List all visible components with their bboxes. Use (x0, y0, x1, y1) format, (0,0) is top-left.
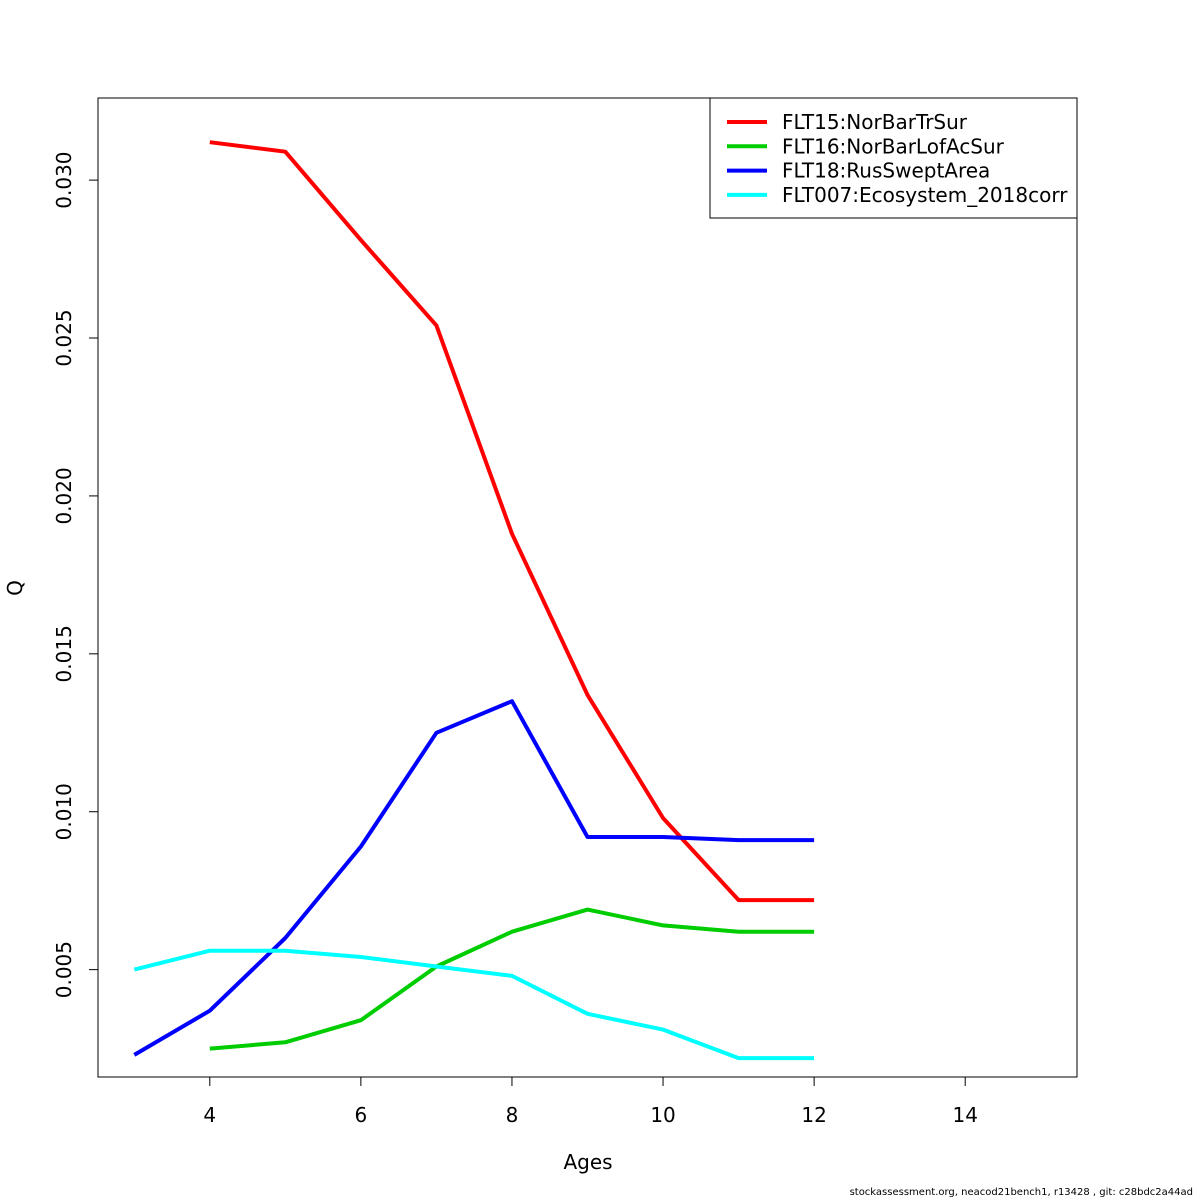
y-tick-label: 0.025 (52, 309, 76, 366)
x-tick-label: 14 (952, 1103, 977, 1127)
plot-frame (97, 97, 1078, 1078)
y-tick-label: 0.020 (52, 467, 76, 524)
legend-label: FLT007:Ecosystem_2018corr (782, 183, 1068, 207)
legend-label: FLT18:RusSweptArea (782, 159, 990, 183)
series-line (209, 140, 815, 903)
y-tick-label: 0.015 (52, 625, 76, 682)
y-tick-label: 0.010 (52, 783, 76, 840)
y-tick-label: 0.030 (52, 151, 76, 208)
y-axis-label: Q (3, 580, 27, 596)
x-tick-label: 6 (355, 1103, 368, 1127)
series-line (209, 907, 815, 1051)
series-line (133, 699, 815, 1057)
x-axis: 4 6 8 10 12 14 (203, 1077, 978, 1127)
footer-credit: stockassessment.org, neacod21bench1, r13… (849, 1187, 1193, 1198)
legend-label: FLT16:NorBarLofAcSur (782, 134, 1005, 158)
legend-label: FLT15:NorBarTrSur (782, 110, 968, 134)
x-tick-label: 8 (506, 1103, 519, 1127)
x-tick-label: 4 (203, 1103, 216, 1127)
x-tick-label: 12 (801, 1103, 826, 1127)
legend: FLT15:NorBarTrSurFLT16:NorBarLofAcSurFLT… (709, 97, 1078, 219)
y-tick-label: 0.005 (52, 941, 76, 998)
legend-box (709, 97, 1078, 219)
x-tick-label: 10 (650, 1103, 675, 1127)
series-line (133, 948, 815, 1061)
y-axis: 0.005 0.010 0.015 0.020 0.025 0.030 (52, 151, 98, 998)
x-axis-label: Ages (563, 1150, 612, 1174)
series-lines (133, 140, 815, 1061)
